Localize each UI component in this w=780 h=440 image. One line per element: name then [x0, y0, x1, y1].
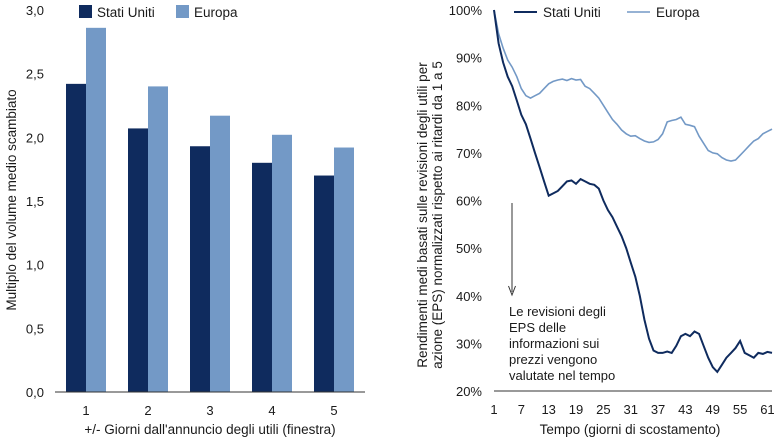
series-line-us — [493, 9, 773, 374]
x-tick-label: 1 — [82, 403, 89, 418]
x-tick-label: 1 — [490, 402, 497, 417]
annotation-line-3: informazioni sui — [509, 336, 599, 351]
x-axis-title: Tempo (giorni di scostamento) — [540, 422, 721, 437]
annotation-line-2: EPS delle — [509, 320, 566, 335]
y-tick-labels: 0,0 0,5 1,0 1,5 2,0 2,5 3,0 — [26, 3, 44, 400]
legend: Stati Uniti Europa — [514, 5, 700, 20]
bar-us-5 — [314, 175, 334, 392]
x-tick-label: 37 — [651, 402, 665, 417]
x-tick-label: 5 — [330, 403, 337, 418]
y-tick-label: 2,0 — [26, 130, 44, 145]
annotation-line-1: Le revisioni degli — [509, 304, 606, 319]
legend-swatch-europe — [176, 5, 189, 18]
y-tick-label: 70% — [456, 146, 482, 161]
legend-label-us: Stati Uniti — [543, 5, 601, 20]
x-tick-labels: 1 7 13 19 25 31 37 43 49 55 61 — [490, 402, 774, 417]
bar-us-1 — [66, 83, 86, 392]
legend: Stati Uniti Europa — [79, 5, 238, 20]
x-tick-label: 61 — [760, 402, 774, 417]
y-tick-label: 20% — [456, 384, 482, 399]
legend-label-europe: Europa — [656, 5, 700, 20]
x-tick-label: 2 — [144, 403, 151, 418]
bar-europe-4 — [272, 134, 292, 392]
y-axis-title-line1: Rendimenti medi basati sulle revisioni d… — [415, 62, 430, 368]
x-tick-labels: 1 2 3 4 5 — [82, 403, 337, 418]
legend-label-us: Stati Uniti — [97, 5, 155, 20]
x-tick-label: 13 — [541, 402, 555, 417]
bar-us-3 — [190, 146, 210, 392]
x-axis-title: +/- Giorni dall'annuncio degli utili (fi… — [84, 422, 335, 437]
bars-group — [66, 27, 354, 393]
y-tick-label: 2,5 — [26, 67, 44, 82]
annotation-line-4: prezzi vengono — [509, 352, 597, 367]
y-tick-label: 50% — [456, 241, 482, 256]
y-tick-label: 30% — [456, 336, 482, 351]
left-bar-chart: 0,0 0,5 1,0 1,5 2,0 2,5 3,0 1 2 3 4 5 Multiplo del… — [4, 3, 365, 437]
annotation: Le revisioni degli EPS delle informazion… — [508, 203, 615, 383]
x-tick-label: 19 — [569, 402, 583, 417]
y-tick-label: 3,0 — [26, 3, 44, 18]
y-axis-title-line2: azione (EPS) normalizzati rispetto ai ri… — [430, 61, 445, 369]
annotation-line-5: valutate nel tempo — [509, 368, 615, 383]
right-line-chart: 20% 30% 40% 50% 60% 70% 80% 90% 100% 1 7 13 19 25 31 3… — [415, 3, 775, 437]
x-tick-label: 31 — [623, 402, 637, 417]
y-tick-label: 1,5 — [26, 194, 44, 209]
y-tick-label: 40% — [456, 289, 482, 304]
x-tick-label: 3 — [206, 403, 213, 418]
bar-us-4 — [252, 162, 272, 392]
annotation-arrowhead — [508, 285, 516, 297]
y-tick-label: 90% — [456, 51, 482, 66]
y-tick-label: 60% — [456, 194, 482, 209]
bar-europe-2 — [148, 86, 168, 393]
bar-europe-5 — [334, 147, 354, 392]
x-tick-label: 4 — [268, 403, 275, 418]
legend-swatch-us — [79, 5, 92, 18]
y-tick-label: 1,0 — [26, 258, 44, 273]
y-tick-labels: 20% 30% 40% 50% 60% 70% 80% 90% 100% — [449, 3, 483, 399]
y-tick-label: 100% — [449, 3, 483, 18]
y-axis-title: Multiplo del volume medio scambiato — [4, 89, 19, 310]
y-tick-label: 0,0 — [26, 385, 44, 400]
x-tick-label: 7 — [518, 402, 525, 417]
x-tick-label: 49 — [706, 402, 720, 417]
y-tick-label: 80% — [456, 98, 482, 113]
y-tick-label: 0,5 — [26, 321, 44, 336]
bar-us-2 — [128, 128, 148, 393]
x-tick-label: 25 — [596, 402, 610, 417]
legend-label-europe: Europa — [194, 5, 238, 20]
bar-europe-1 — [86, 27, 106, 393]
bar-europe-3 — [210, 115, 230, 392]
x-tick-label: 55 — [733, 402, 747, 417]
x-tick-label: 43 — [678, 402, 692, 417]
series-line-europe — [493, 9, 773, 162]
